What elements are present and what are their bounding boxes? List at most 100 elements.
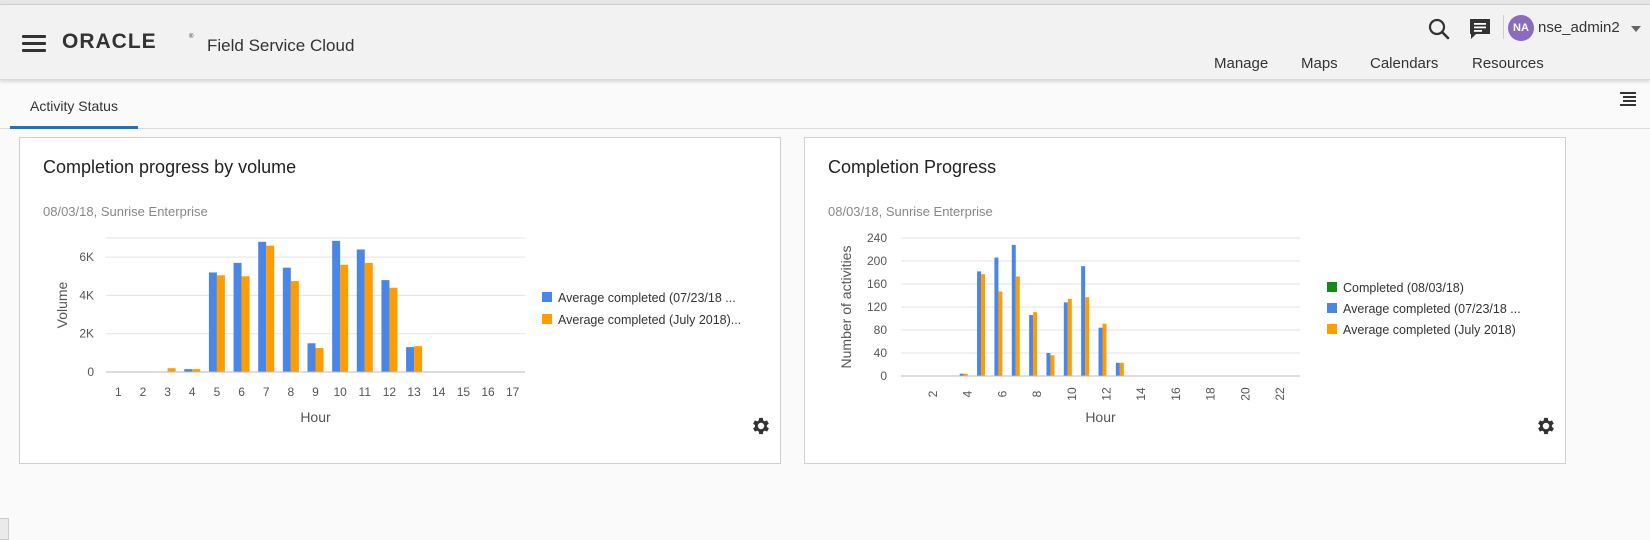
nav-maps[interactable]: Maps bbox=[1301, 55, 1338, 72]
x-tick-label: 9 bbox=[312, 385, 319, 399]
card-subtitle: 08/03/18, Sunrise Enterprise bbox=[43, 204, 208, 219]
tabs-bar: Activity Status bbox=[0, 86, 1650, 129]
card-title: Completion progress by volume bbox=[43, 157, 297, 177]
x-tick-label: 4 bbox=[189, 385, 196, 399]
x-tick-label: 2 bbox=[140, 385, 147, 399]
bar bbox=[356, 249, 365, 372]
x-tick-label: 6 bbox=[238, 385, 245, 399]
legend-label: Average completed (07/23/18 ... bbox=[558, 291, 736, 305]
gear-icon[interactable] bbox=[1535, 415, 1557, 437]
oracle-logo: ORACLE ® bbox=[62, 30, 202, 56]
bar bbox=[981, 274, 986, 376]
user-menu[interactable]: nse_admin2 bbox=[1538, 19, 1620, 36]
svg-text:®: ® bbox=[189, 33, 194, 40]
legend-label: Average completed (July 2018)... bbox=[558, 313, 741, 327]
y-tick-label: 2K bbox=[79, 327, 94, 341]
app-name: Field Service Cloud bbox=[207, 36, 355, 55]
legend-swatch bbox=[1327, 303, 1337, 313]
bar bbox=[184, 369, 193, 372]
nav-resources[interactable]: Resources bbox=[1472, 55, 1544, 72]
bar bbox=[216, 275, 225, 372]
bar bbox=[167, 368, 176, 372]
y-tick-label: 160 bbox=[867, 277, 887, 291]
bar bbox=[307, 343, 316, 372]
x-tick-label: 16 bbox=[1169, 387, 1183, 401]
x-tick-label: 8 bbox=[1030, 390, 1044, 397]
bar bbox=[258, 241, 267, 372]
x-tick-label: 10 bbox=[1065, 387, 1079, 401]
bar bbox=[1081, 266, 1086, 376]
card-title: Completion Progress bbox=[828, 157, 997, 177]
x-tick-label: 16 bbox=[481, 385, 495, 399]
brand-wordmark: ORACLE bbox=[62, 31, 157, 51]
list-menu-icon[interactable] bbox=[1620, 91, 1636, 107]
y-tick-label: 40 bbox=[874, 346, 888, 360]
gear-icon[interactable] bbox=[750, 415, 772, 437]
y-tick-label: 0 bbox=[87, 365, 94, 379]
bar bbox=[282, 267, 291, 372]
y-tick-label: 0 bbox=[880, 369, 887, 383]
x-tick-label: 11 bbox=[359, 385, 372, 399]
nav-manage[interactable]: Manage bbox=[1214, 55, 1269, 72]
nav-calendars[interactable]: Calendars bbox=[1370, 55, 1439, 72]
bar bbox=[1063, 302, 1068, 376]
x-tick-label: 18 bbox=[1204, 387, 1218, 401]
chart-card-volume: Completion progress by volume 08/03/18, … bbox=[19, 137, 781, 464]
y-tick-label: 4K bbox=[79, 288, 94, 302]
bar bbox=[192, 369, 201, 372]
x-tick-label: 13 bbox=[407, 385, 421, 399]
bar bbox=[1050, 355, 1055, 376]
header-separator bbox=[1503, 15, 1504, 39]
y-axis-label: Number of activities bbox=[838, 246, 854, 369]
x-tick-label: 17 bbox=[506, 385, 520, 399]
menu-icon[interactable] bbox=[22, 35, 46, 53]
bar bbox=[315, 348, 324, 372]
x-tick-label: 6 bbox=[995, 390, 1009, 397]
chat-icon[interactable] bbox=[1468, 17, 1492, 41]
chevron-down-icon[interactable] bbox=[1631, 26, 1641, 32]
bar bbox=[241, 276, 250, 372]
card-subtitle: 08/03/18, Sunrise Enterprise bbox=[828, 204, 993, 219]
y-tick-label: 80 bbox=[874, 323, 888, 337]
x-tick-label: 4 bbox=[961, 390, 975, 397]
bar bbox=[332, 240, 341, 372]
bar bbox=[1046, 353, 1051, 376]
x-tick-label: 7 bbox=[263, 385, 270, 399]
tab-activity-status[interactable]: Activity Status bbox=[10, 86, 138, 129]
progress-chart: 0 40 80 120 160 200 240 2 4 6 8 10 12 14 16 18 20 22 Hour N… bbox=[838, 231, 1521, 425]
x-tick-label: 20 bbox=[1238, 387, 1252, 401]
bar bbox=[340, 264, 349, 372]
chart-card-progress: Completion Progress 08/03/18, Sunrise En… bbox=[804, 137, 1566, 464]
app-header: ORACLE ® Field Service Cloud NA nse_admi… bbox=[0, 5, 1650, 80]
x-tick-label: 3 bbox=[164, 385, 171, 399]
x-tick-label: 15 bbox=[457, 385, 471, 399]
bar bbox=[959, 373, 964, 376]
y-tick-label: 120 bbox=[867, 300, 887, 314]
bar bbox=[389, 287, 398, 372]
avatar[interactable]: NA bbox=[1508, 15, 1534, 41]
bar bbox=[1033, 312, 1038, 376]
bar bbox=[381, 280, 390, 372]
bar bbox=[290, 281, 299, 372]
bar bbox=[364, 262, 373, 372]
x-tick-label: 5 bbox=[214, 385, 221, 399]
y-tick-label: 240 bbox=[867, 231, 887, 245]
scroll-handle[interactable] bbox=[0, 518, 9, 540]
window-top-strip bbox=[0, 0, 1650, 5]
x-tick-label: 12 bbox=[383, 385, 397, 399]
x-tick-label: 2 bbox=[926, 390, 940, 397]
bar bbox=[1119, 362, 1124, 376]
search-icon[interactable] bbox=[1427, 17, 1451, 41]
x-tick-label: 8 bbox=[288, 385, 295, 399]
x-axis-label: Hour bbox=[1085, 409, 1116, 425]
x-tick-label: 14 bbox=[432, 385, 446, 399]
bar bbox=[963, 373, 968, 376]
bar bbox=[208, 272, 217, 372]
x-tick-label: 12 bbox=[1100, 387, 1114, 401]
x-axis-label: Hour bbox=[300, 409, 331, 425]
bar bbox=[1015, 276, 1020, 376]
x-tick-label: 14 bbox=[1134, 387, 1148, 401]
bar bbox=[1102, 323, 1107, 376]
bar bbox=[414, 346, 423, 372]
